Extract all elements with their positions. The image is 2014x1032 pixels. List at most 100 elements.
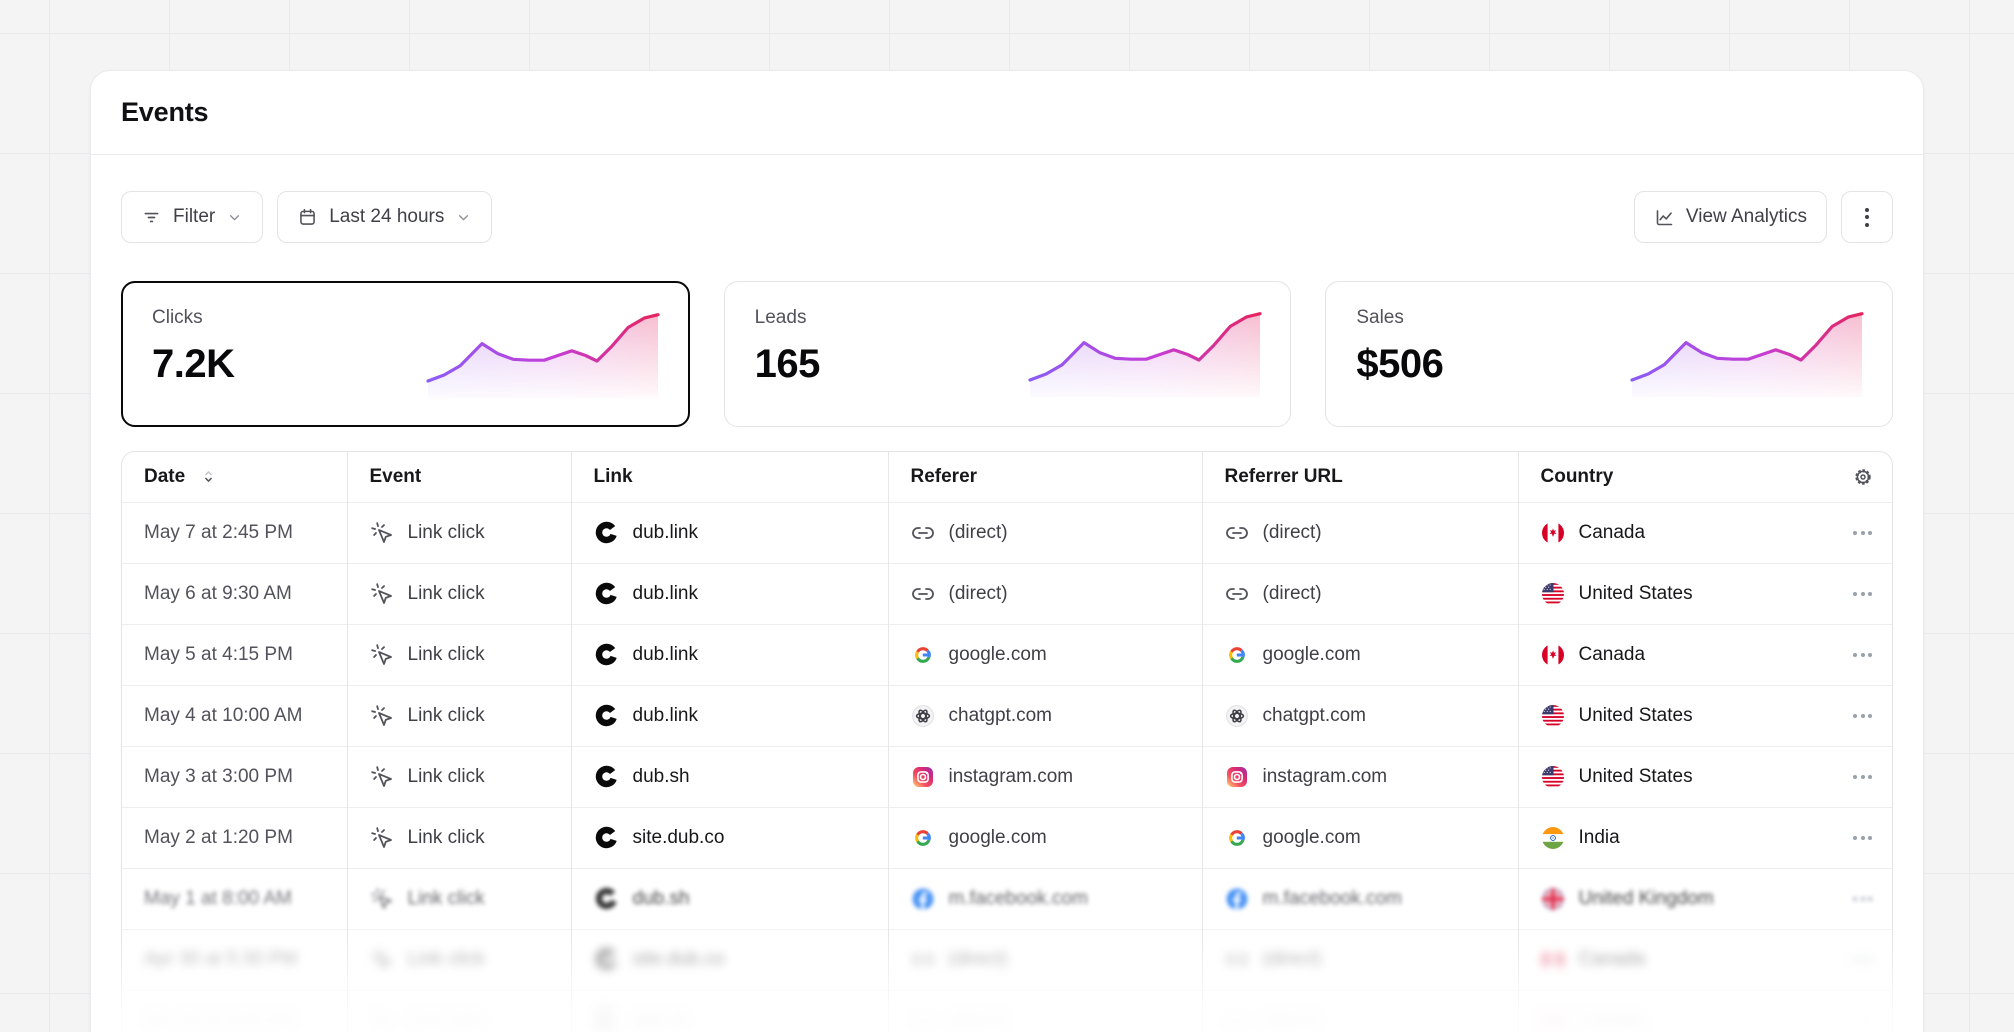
referer-icon (911, 582, 935, 606)
column-header-date[interactable]: Date (122, 452, 347, 502)
referrer-url-icon (1225, 887, 1249, 911)
cursor-click-icon (370, 887, 394, 911)
referer-domain: instagram.com (948, 765, 1074, 787)
dub-logo-icon (594, 947, 619, 972)
dub-logo-icon (594, 886, 619, 911)
referer-domain: google.com (948, 826, 1047, 848)
country-flag-icon (1541, 582, 1565, 606)
country-flag-icon (1541, 1009, 1565, 1032)
referer-icon (911, 643, 935, 667)
row-menu-button[interactable] (1853, 530, 1872, 535)
stat-card-sales[interactable]: Sales $506 (1325, 281, 1894, 427)
referrer-url: (direct) (1262, 1009, 1322, 1031)
country-flag-icon (1541, 765, 1565, 789)
row-menu-button[interactable] (1853, 652, 1872, 657)
table-body: May 7 at 2:45 PM Link click dub.link (di… (122, 501, 1892, 1032)
cursor-click-icon (370, 826, 394, 850)
referer-icon (911, 887, 935, 911)
date-range-button[interactable]: Last 24 hours (277, 191, 493, 243)
column-header-link: Link (570, 452, 888, 502)
stat-value: 7.2K (152, 342, 235, 386)
cursor-click-icon (370, 765, 394, 789)
referrer-url: (direct) (1262, 582, 1322, 604)
referrer-url-icon (1225, 765, 1249, 789)
row-menu-button[interactable] (1853, 835, 1872, 840)
chevron-down-icon (455, 209, 472, 226)
country-name: United Kingdom (1578, 887, 1714, 909)
link-domain: dub.sh (632, 887, 690, 909)
table-row[interactable]: Apr 30 at 5:30 PM Link click site.dub.co… (122, 928, 1892, 990)
date-range-label: Last 24 hours (329, 206, 445, 227)
event-date: May 1 at 8:00 AM (144, 887, 292, 909)
table-row[interactable]: May 1 at 8:00 AM Link click dub.sh m.fac… (122, 867, 1892, 929)
more-options-button[interactable] (1841, 191, 1893, 243)
country-name: Canada (1578, 948, 1646, 970)
referer-domain: google.com (948, 643, 1047, 665)
dub-logo-icon (594, 642, 619, 667)
table-row[interactable]: May 6 at 9:30 AM Link click dub.link (di… (122, 562, 1892, 624)
kebab-icon (1865, 207, 1869, 227)
row-menu-button[interactable] (1853, 713, 1872, 718)
referer-icon (911, 704, 935, 728)
event-type: Link click (407, 948, 485, 970)
link-domain: dub.sh (632, 1009, 690, 1031)
row-menu-button[interactable] (1853, 591, 1872, 596)
table-row[interactable]: May 5 at 4:15 PM Link click dub.link goo… (122, 623, 1892, 685)
stat-card-clicks[interactable]: Clicks 7.2K (121, 281, 690, 427)
event-date: May 3 at 3:00 PM (144, 765, 293, 787)
row-menu-button[interactable] (1853, 896, 1872, 901)
table-header-row: Date Event Link Referer Referrer URL (122, 452, 1892, 502)
dub-logo-icon (594, 703, 619, 728)
event-type: Link click (407, 521, 485, 543)
column-header-event: Event (346, 452, 571, 502)
table-row[interactable]: May 3 at 3:00 PM Link click dub.sh insta… (122, 745, 1892, 807)
column-label: Referer (910, 465, 978, 487)
country-name: India (1578, 826, 1620, 848)
referrer-url: chatgpt.com (1262, 704, 1367, 726)
stat-card-leads[interactable]: Leads 165 (723, 281, 1292, 427)
gear-icon[interactable] (1852, 466, 1874, 488)
country-name: United States (1578, 704, 1693, 726)
row-menu-button[interactable] (1853, 774, 1872, 779)
stat-label: Leads (754, 307, 807, 328)
table-row[interactable]: May 7 at 2:45 PM Link click dub.link (di… (122, 501, 1892, 563)
cursor-click-icon (370, 643, 394, 667)
column-label: Event (369, 465, 422, 487)
cursor-click-icon (370, 582, 394, 606)
referer-domain: (direct) (948, 582, 1008, 604)
referer-icon (911, 521, 935, 545)
row-menu-button[interactable] (1853, 1018, 1872, 1023)
row-menu-button[interactable] (1853, 957, 1872, 962)
cursor-click-icon (370, 704, 394, 728)
stats-row: Clicks 7.2K Leads 165 Sales $506 (91, 243, 1923, 427)
country-flag-icon (1541, 704, 1565, 728)
link-domain: dub.sh (632, 765, 690, 787)
referrer-url: google.com (1262, 826, 1361, 848)
country-flag-icon (1541, 643, 1565, 667)
events-panel: Events Filter Last 24 hours View Analyti… (90, 70, 1924, 1032)
referer-domain: (direct) (948, 1009, 1008, 1031)
stat-label: Clicks (152, 307, 203, 328)
leads-sparkline (1028, 312, 1262, 397)
table-row[interactable]: May 4 at 10:00 AM Link click dub.link ch… (122, 684, 1892, 746)
event-type: Link click (407, 1009, 485, 1031)
referrer-url-icon (1225, 1009, 1249, 1032)
stat-label: Sales (1356, 307, 1404, 328)
filter-button[interactable]: Filter (121, 191, 264, 243)
country-name: Canada (1578, 521, 1646, 543)
event-type: Link click (407, 765, 485, 787)
cursor-click-icon (370, 1009, 394, 1032)
chevron-down-icon (226, 209, 243, 226)
referer-domain: (direct) (948, 948, 1008, 970)
line-chart-icon (1654, 207, 1675, 228)
sort-icon[interactable] (199, 467, 218, 486)
view-analytics-button[interactable]: View Analytics (1633, 191, 1827, 243)
referrer-url: instagram.com (1262, 765, 1388, 787)
column-header-referer: Referer (887, 452, 1202, 502)
referrer-url-icon (1225, 643, 1249, 667)
event-type: Link click (407, 704, 485, 726)
table-row[interactable]: Apr 29 at 9:00 AM Link click dub.sh (dir… (122, 989, 1892, 1032)
filter-label: Filter (173, 206, 216, 227)
country-name: United States (1578, 765, 1693, 787)
table-row[interactable]: May 2 at 1:20 PM Link click site.dub.co … (122, 806, 1892, 868)
